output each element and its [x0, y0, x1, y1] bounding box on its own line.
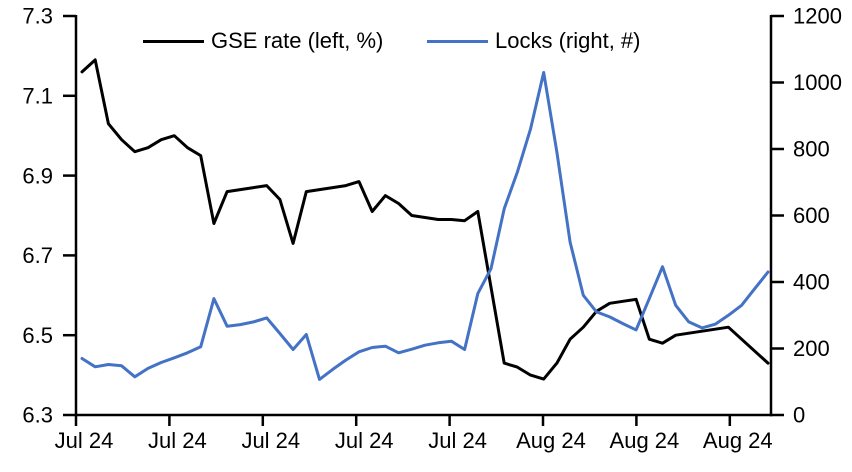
x-axis-tick-label: Jul 24	[55, 428, 114, 453]
left-axis-tick-label: 6.3	[22, 403, 53, 428]
left-axis-tick-label: 7.3	[22, 4, 53, 29]
left-axis-tick-label: 7.1	[22, 84, 53, 109]
left-axis-tick-label: 6.7	[22, 243, 53, 268]
x-axis-tick-label: Jul 24	[241, 428, 300, 453]
right-axis-tick-label: 600	[793, 203, 830, 228]
locks-line-swatch	[427, 39, 488, 43]
locks-line	[80, 71, 770, 381]
right-axis-tick-label: 200	[793, 336, 830, 361]
legend-label-locks: Locks (right, #)	[495, 28, 641, 53]
x-axis-tick-label: Aug 24	[703, 428, 773, 453]
right-axis-tick-label: 1000	[793, 70, 842, 95]
x-axis-tick-label: Jul 24	[335, 428, 394, 453]
x-axis-tick-label: Jul 24	[148, 428, 207, 453]
x-axis-tick-label: Aug 24	[610, 428, 680, 453]
right-axis-tick-label: 1200	[793, 4, 842, 29]
x-axis-tick-label: Jul 24	[428, 428, 487, 453]
legend-item-gse-rate: GSE rate (left, %)	[143, 30, 383, 52]
legend-label-gse-rate: GSE rate (left, %)	[211, 28, 384, 53]
x-axis-tick-label: Aug 24	[516, 428, 586, 453]
right-axis-tick-label: 0	[793, 403, 805, 428]
gse-rate-line-swatch	[143, 39, 204, 43]
left-axis-tick-label: 6.9	[22, 163, 53, 188]
gse-rate-line	[80, 58, 770, 381]
left-axis-tick-label: 6.5	[22, 323, 53, 348]
legend-item-locks: Locks (right, #)	[427, 30, 641, 52]
right-axis-tick-label: 400	[793, 270, 830, 295]
right-axis-tick-label: 800	[793, 137, 830, 162]
